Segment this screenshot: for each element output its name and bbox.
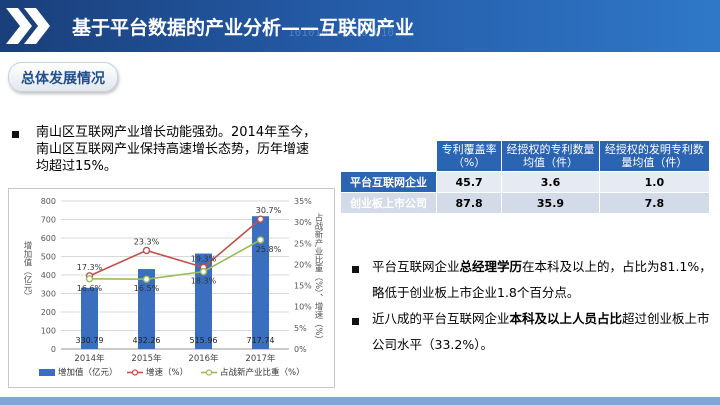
y2-tick-label: 20% bbox=[294, 260, 312, 269]
line-value-label: 16.5% bbox=[134, 284, 160, 293]
table-cell: 87.8 bbox=[435, 192, 503, 214]
table-header-cell: 经授权的发明专利数量均值（件） bbox=[598, 140, 711, 172]
x-tick-label: 2015年 bbox=[131, 353, 162, 364]
x-tick-label: 2017年 bbox=[245, 353, 276, 364]
y-tick-label: 100 bbox=[41, 327, 56, 336]
bullet-square-icon bbox=[352, 266, 359, 273]
line-value-label: 23.3% bbox=[134, 237, 160, 246]
bar bbox=[252, 216, 269, 349]
line-value-label: 16.6% bbox=[77, 284, 103, 293]
bar bbox=[195, 253, 212, 349]
bullet-text: 平台互联网企业 bbox=[372, 259, 460, 274]
bar bbox=[81, 287, 98, 349]
y2-tick-label: 5% bbox=[294, 324, 307, 333]
legend-swatch bbox=[39, 369, 55, 376]
table-cell: 3.6 bbox=[501, 171, 600, 193]
line-value-label: 17.3% bbox=[77, 263, 103, 272]
series-line bbox=[89, 239, 261, 281]
bullet-text: 在本科及以上的，占比为81.1%，略低于创业板上市企业1.8个百分点。 bbox=[372, 259, 712, 300]
binary-decoration: 1010101 10101010 bbox=[288, 26, 394, 39]
line-point bbox=[142, 246, 151, 255]
bullet-paragraph: 近八成的平台互联网企业本科及以上人员占比超过创业板上市公司水平（33.2%）。 bbox=[372, 306, 712, 358]
bullet-square-icon bbox=[12, 131, 19, 138]
y-tick-label: 0 bbox=[51, 345, 56, 354]
legend-swatch-marker bbox=[131, 369, 139, 376]
page-title: 基于平台数据的产业分析——互联网产业 bbox=[72, 17, 415, 39]
x-tick-label: 2014年 bbox=[74, 353, 105, 364]
y2-tick-label: 15% bbox=[294, 282, 312, 291]
bullet-square-icon bbox=[352, 318, 359, 325]
bullet-paragraph: 平台互联网企业总经理学历在本科及以上的，占比为81.1%，略低于创业板上市企业1… bbox=[372, 254, 712, 306]
combo-chart: 0 100 200 300 400 500 600 700 800 0% 5% 10% 15% 20% 25… bbox=[22, 197, 323, 378]
y2-tick-label: 10% bbox=[294, 303, 312, 312]
table-cell: 35.9 bbox=[501, 192, 600, 214]
bar-value-label: 432.26 bbox=[133, 336, 161, 345]
bullet-text: 近八成的平台互联网企业 bbox=[372, 311, 510, 326]
bullet-emphasis: 总经理学历 bbox=[459, 259, 523, 274]
bar bbox=[138, 269, 155, 349]
table-cell: 7.8 bbox=[598, 192, 711, 214]
x-tick-label: 2016年 bbox=[188, 353, 219, 364]
table-cell: 45.7 bbox=[435, 171, 503, 193]
double-chevron-icon bbox=[6, 8, 50, 44]
table-header-cell: 经授权的专利数量均值（件） bbox=[501, 140, 600, 172]
y-tick-label: 300 bbox=[41, 290, 56, 299]
y-tick-label: 200 bbox=[41, 308, 56, 317]
series-line bbox=[89, 218, 262, 277]
bullet-text: 超过创业板上市公司水平（33.2%）。 bbox=[372, 311, 710, 352]
legend-swatch-marker bbox=[205, 369, 213, 376]
section-label-text: 总体发展情况 bbox=[21, 71, 105, 87]
intro-paragraph: 南山区互联网产业增长动能强劲。2014年至今，南山区互联网产业保持高速增长态势，… bbox=[36, 125, 317, 174]
line-point bbox=[199, 267, 208, 276]
table-row-label: 创业板上市公司 bbox=[340, 192, 437, 214]
line-value-label: 30.7% bbox=[256, 206, 282, 215]
line-point bbox=[85, 275, 94, 283]
y-tick-label: 500 bbox=[41, 253, 56, 262]
table-corner bbox=[340, 140, 437, 172]
line-point bbox=[142, 275, 151, 283]
y-tick-label: 800 bbox=[41, 197, 56, 206]
section-label: 总体发展情况 bbox=[8, 62, 118, 92]
bullet-emphasis: 本科及以上人员占比 bbox=[509, 311, 623, 326]
table-row: 创业板上市公司 87.8 35.9 7.8 bbox=[340, 192, 711, 214]
line-point bbox=[256, 236, 265, 244]
table-row-label: 平台互联网企业 bbox=[340, 171, 437, 193]
footer-bar bbox=[0, 397, 720, 405]
y2-tick-label: 30% bbox=[294, 218, 312, 227]
line-value-label: 25.8% bbox=[256, 245, 282, 254]
line-value-label: 19.3% bbox=[191, 254, 217, 263]
legend-label: 占战新产业比重（%） bbox=[220, 367, 305, 378]
line-value-label: 18.3% bbox=[191, 277, 217, 286]
slide-header: 1010101 10101010 基于平台数据的产业分析——互联网产业 bbox=[0, 0, 720, 52]
y-tick-label: 600 bbox=[41, 234, 56, 243]
bar-value-label: 330.79 bbox=[76, 336, 104, 345]
bar-value-label: 717.74 bbox=[247, 336, 275, 345]
y-tick-label: 400 bbox=[41, 271, 56, 280]
y-tick-label: 700 bbox=[41, 216, 56, 225]
comparison-table: 专利覆盖率（%） 经授权的专利数量均值（件） 经授权的发明专利数量均值（件） 平… bbox=[340, 140, 711, 214]
bar-value-label: 515.96 bbox=[190, 336, 218, 345]
y-axis-title: 增加值（亿元） bbox=[22, 240, 32, 300]
legend-label: 增加值（亿元） bbox=[58, 367, 118, 378]
y2-axis-title: 占战新产业比重（%）、增速（%） bbox=[313, 212, 323, 343]
y2-tick-label: 35% bbox=[294, 197, 312, 206]
table-row: 平台互联网企业 45.7 3.6 1.0 bbox=[340, 171, 711, 193]
line-point bbox=[256, 215, 265, 223]
y2-tick-label: 0% bbox=[294, 345, 307, 354]
chart-container: 0 100 200 300 400 500 600 700 800 0% 5% 10% 15% 20% 25… bbox=[8, 188, 335, 388]
table-cell: 1.0 bbox=[598, 171, 711, 193]
table-header-cell: 专利覆盖率（%） bbox=[435, 140, 503, 172]
y2-tick-label: 25% bbox=[294, 239, 312, 248]
legend-label: 增速（%） bbox=[146, 367, 188, 378]
